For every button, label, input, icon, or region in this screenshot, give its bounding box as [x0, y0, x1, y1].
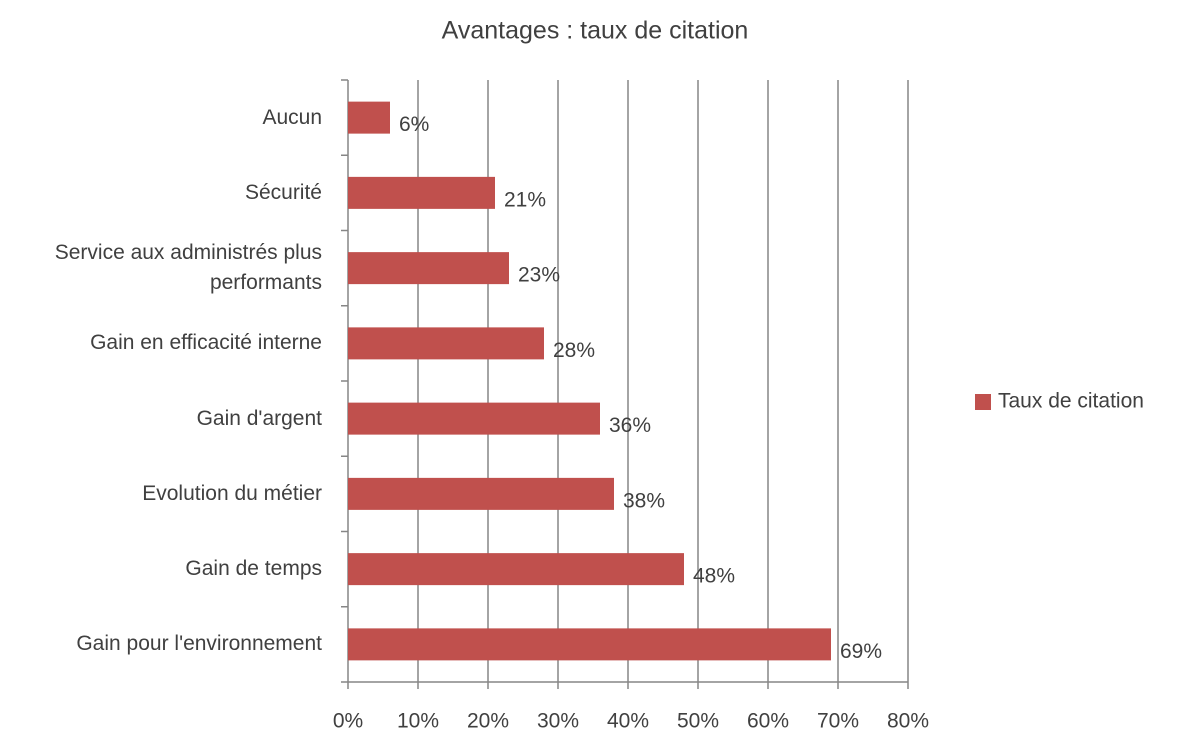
y-tick-label: Aucun	[262, 105, 322, 129]
x-tick-label: 0%	[333, 710, 363, 731]
x-tick-label: 30%	[537, 710, 579, 731]
y-tick-label: Evolution du métier	[142, 481, 322, 505]
bar	[348, 402, 600, 435]
data-label: 6%	[399, 113, 429, 136]
y-tick-label: Gain en efficacité interne	[90, 331, 322, 355]
x-tick-label: 20%	[467, 710, 509, 731]
y-tick-label: Gain d'argent	[196, 406, 322, 430]
bar	[348, 327, 544, 360]
x-tick-label: 60%	[747, 710, 789, 731]
data-label: 48%	[693, 565, 735, 588]
bar	[348, 628, 831, 661]
x-tick-label: 10%	[397, 710, 439, 731]
data-label: 69%	[840, 640, 882, 663]
bar	[348, 101, 390, 134]
y-tick-label: Gain pour l'environnement	[76, 632, 322, 656]
data-label: 21%	[504, 188, 546, 211]
y-tick-label: Sécurité	[244, 180, 322, 204]
data-label: 36%	[609, 414, 651, 437]
data-label: 38%	[623, 489, 665, 512]
bar	[348, 477, 614, 510]
y-tick-label: Service aux administrés plus performants	[54, 241, 322, 295]
x-tick-label: 40%	[607, 710, 649, 731]
chart-title: Avantages : taux de citation	[442, 17, 749, 45]
legend-swatch	[975, 394, 991, 410]
x-tick-label: 80%	[887, 710, 929, 731]
bar	[348, 252, 509, 285]
data-label: 23%	[518, 264, 560, 287]
bar	[348, 553, 684, 586]
x-tick-label: 70%	[817, 710, 859, 731]
x-tick-label: 50%	[677, 710, 719, 731]
data-label: 28%	[553, 339, 595, 362]
y-tick-label: Gain de temps	[185, 557, 322, 581]
legend-label: Taux de citation	[998, 390, 1144, 413]
bar	[348, 176, 495, 209]
